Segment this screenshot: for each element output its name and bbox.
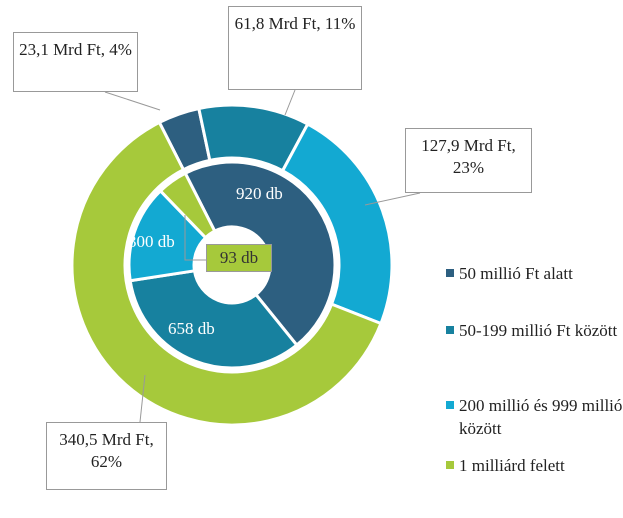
legend-swatch [446, 401, 454, 409]
leader [184, 215, 207, 261]
data-label: 300 db [128, 232, 175, 251]
leader [139, 374, 146, 423]
legend-swatch [446, 326, 454, 334]
slice [128, 269, 299, 370]
data-label: 23,1 Mrd Ft, 4% [13, 32, 138, 92]
legend-item: 1 milliárd felett [446, 454, 623, 477]
legend-item: 50 millió Ft alatt [446, 262, 623, 285]
slice [158, 171, 217, 240]
legend-swatch [446, 269, 454, 277]
legend-item: 200 millió és 999 millió között [446, 394, 623, 440]
legend-label: 50 millió Ft alatt [459, 264, 573, 283]
slice [183, 160, 337, 348]
legend-item: 50-199 millió Ft között [446, 319, 623, 342]
leader [104, 91, 161, 111]
legend-swatch [446, 461, 454, 469]
legend-label: 200 millió és 999 millió között [459, 396, 623, 438]
data-label: 127,9 Mrd Ft, 23% [405, 128, 532, 193]
leader [284, 89, 296, 116]
legend-label: 50-199 millió Ft között [459, 321, 618, 340]
data-label: 93 db [206, 244, 272, 272]
leader [364, 192, 421, 206]
slice [70, 120, 383, 427]
data-label: 61,8 Mrd Ft, 11% [228, 6, 362, 90]
legend-label: 1 milliárd felett [459, 456, 565, 475]
data-label: 340,5 Mrd Ft, 62% [46, 422, 167, 490]
data-label: 658 db [168, 319, 215, 338]
data-label: 920 db [236, 184, 283, 203]
